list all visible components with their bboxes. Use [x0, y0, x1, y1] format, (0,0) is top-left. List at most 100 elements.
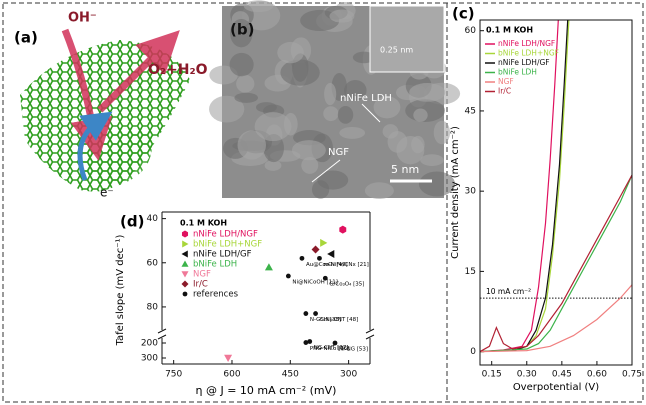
texture-blob [263, 133, 284, 163]
texture-blob [229, 52, 254, 77]
x-tick-label: 750 [165, 370, 182, 380]
texture-blob [323, 106, 339, 122]
x-tick-label: 0.30 [517, 370, 537, 380]
legend-label: bNiFe LDH [193, 260, 237, 270]
x-tick-label: 450 [282, 370, 299, 380]
y-tick-label: 45 [465, 106, 476, 116]
x-axis-label: η @ J = 10 mA cm⁻² (mV) [196, 384, 337, 397]
marker [327, 249, 335, 258]
inset-image [369, 5, 445, 73]
legend-swatch [181, 271, 189, 278]
marker [264, 263, 273, 271]
axis-break [157, 328, 167, 334]
legend-label: references [193, 290, 239, 300]
axis-break [365, 328, 375, 334]
marker [299, 255, 305, 261]
legend-label: Ir/C [193, 280, 208, 290]
texture-blob [209, 95, 245, 123]
legend-label: nNiFe LDH/GF [193, 250, 252, 260]
panel-label: (c) [452, 5, 475, 23]
annotation: 0.1 M KOH [486, 26, 533, 35]
annotation: 0.1 M KOH [180, 219, 227, 228]
x-axis-label: Overpotential (V) [513, 382, 599, 393]
texture-blob [243, 0, 274, 13]
legend-swatch [181, 250, 188, 258]
legend-label: bNiFe LDH+NGF [193, 240, 262, 250]
marker [313, 311, 318, 316]
y-tick-label: 60 [465, 26, 477, 36]
data-line [480, 20, 569, 353]
y-tick-label: 30 [465, 187, 477, 197]
panel-label: (a) [14, 29, 38, 47]
point-label: m-NiFe/CNx [21] [323, 262, 368, 268]
legend-swatch [181, 230, 189, 238]
texture-blob [396, 136, 425, 165]
texture-blob [420, 154, 444, 166]
point-label: Ni@NiCoOH [11] [292, 280, 338, 286]
ngf-label: NGF [328, 147, 349, 158]
legend-label: nNiFe LDH/NGF [193, 230, 258, 240]
texture-blob [317, 170, 349, 190]
point-label: Au@Co₃O₄ [49] [306, 262, 348, 268]
y-axis-label: Tafel slope (mV dec⁻¹) [115, 234, 126, 346]
point-label: Ni-NG [53] [339, 347, 368, 353]
panel-b: 0.25 nm nNiFe LDH NGF 5 nm (b) [209, 0, 461, 199]
pointer [311, 159, 341, 183]
marker [320, 238, 328, 247]
legend-label: bNiFe LDH+NGF [498, 49, 559, 58]
product-arrow [97, 30, 180, 113]
panel-label: (b) [230, 21, 254, 39]
texture-blob [364, 182, 394, 199]
legend-swatch [182, 291, 188, 297]
x-tick-label: 0.75 [622, 370, 642, 380]
marker [307, 339, 313, 344]
y-tick-label: 15 [465, 267, 476, 277]
reactant-label: OH⁻ [68, 11, 97, 26]
point-label: G/Co₃O₄ [35] [329, 282, 364, 288]
point-label: PNG-NiCo [36] [310, 346, 350, 352]
texture-blob [264, 160, 282, 171]
x-tick-label: 300 [340, 370, 357, 380]
legend-label: nNiFe LDH/GF [498, 58, 550, 67]
legend-label: nNiFe LDH/NGF [498, 39, 555, 48]
point-label: C₃N₄-CNT [48] [320, 317, 359, 323]
x-tick-label: 0.60 [587, 370, 607, 380]
y-tick-label: 60 [147, 258, 159, 268]
y-tick-label: 80 [147, 302, 159, 312]
texture-blob [254, 112, 292, 142]
marker [339, 225, 347, 234]
inset-label: 0.25 nm [380, 46, 413, 55]
ldh-label: nNiFe LDH [340, 93, 392, 104]
texture-blob [283, 112, 298, 136]
plot-frame [479, 19, 633, 366]
axis-break [157, 334, 167, 340]
electron-label: e⁻ [100, 186, 114, 200]
electron-arrow [77, 111, 113, 181]
y-tick-label: 200 [141, 339, 158, 349]
panel-a: (a) OH⁻ O₂+H₂O e⁻ [14, 11, 208, 200]
x-tick-label: 600 [223, 370, 240, 380]
product-label: O₂+H₂O [148, 62, 208, 78]
marker [311, 245, 320, 254]
marker [285, 273, 291, 279]
point-label: NG-CNT [37] [314, 345, 349, 351]
marker [322, 275, 328, 281]
legend-label: NGF [193, 270, 211, 280]
texture-blob [409, 82, 446, 102]
marker [332, 340, 338, 346]
texture-blob [329, 9, 355, 23]
texture-blob [209, 65, 238, 85]
marker [224, 354, 233, 362]
texture-blob [256, 102, 277, 113]
marker [303, 311, 309, 316]
texture-blob [237, 130, 266, 160]
texture-blob [337, 105, 354, 124]
x-tick-label: 0.45 [552, 370, 572, 380]
data-line [480, 174, 632, 353]
data-line [480, 174, 632, 353]
texture-blob [344, 79, 367, 101]
texture-blob [339, 126, 366, 139]
scale-bar-label: 5 nm [391, 163, 419, 176]
reference-label: 10 mA cm⁻² [486, 287, 531, 296]
